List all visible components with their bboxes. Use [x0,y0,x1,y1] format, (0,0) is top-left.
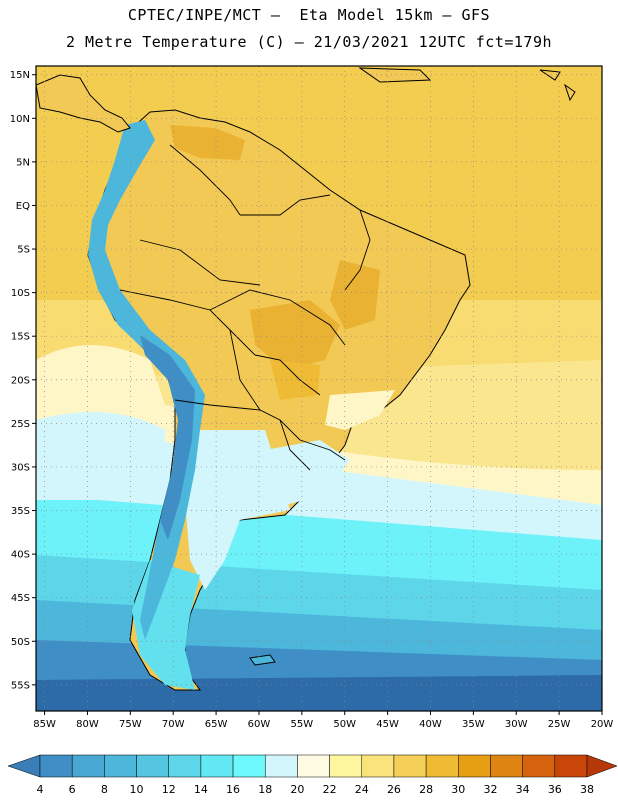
colorbar-label: 36 [548,783,562,796]
colorbar-label: 8 [101,783,108,796]
colorbar-swatch [71,754,105,778]
colorbar-label: 34 [516,783,530,796]
lat-tick-label: 5N [16,157,30,168]
lat-tick-label: 25S [11,419,30,430]
colorbar-label: 4 [37,783,44,796]
lon-tick-label: 50W [333,719,356,730]
lon-tick-label: 35W [462,719,485,730]
lat-tick-label: 10N [10,114,30,125]
hot-patch-brazil-east [330,260,380,330]
map-frame [35,65,603,712]
lon-tick-label: 55W [291,719,314,730]
colorbar-upper-arrow [586,754,618,778]
colorbar-label: 22 [323,783,337,796]
colorbar-label: 30 [451,783,465,796]
colorbar-label: 28 [419,783,433,796]
colorbar-swatch [554,754,588,778]
colorbar-swatch [232,754,266,778]
colorbar-label: 20 [290,783,304,796]
lat-tick-label: 15N [10,70,30,81]
lon-tick-label: 30W [505,719,528,730]
lat-tick-label: 30S [11,462,30,473]
colorbar-swatch [490,754,523,778]
latitude-axis: 15N 10N 5N EQ 5S 10S 15S 20S 25S 30S 35S 40S 45S 50S 5… [10,70,36,691]
colorbar-swatch [136,754,169,778]
lat-tick-label: 10S [11,288,30,299]
map-subtitle: 2 Metre Temperature (C) – 21/03/2021 12U… [65,33,553,51]
lon-tick-label: 75W [119,719,142,730]
cool-patch-southeast [325,390,395,430]
temperature-field [36,66,602,711]
colorbar-swatch [39,754,73,778]
cool-patch-pampas [185,430,290,590]
lat-tick-label: 50S [11,637,30,648]
colorbar-swatch [361,754,395,778]
lon-tick-label: 60W [248,719,271,730]
colorbar-swatch [168,754,202,778]
ocean-band-cold [36,675,602,711]
colorbar-swatch [393,754,427,778]
colorbar-label: 14 [194,783,208,796]
colorbar-lower-arrow [7,754,41,778]
land-caribbean-islands [358,67,576,102]
colorbar-label: 38 [580,783,594,796]
lon-tick-label: 45W [376,719,399,730]
colorbar-swatch [200,754,234,778]
lon-tick-label: 40W [419,719,442,730]
land-falklands [249,654,276,666]
colorbar-swatch [458,754,491,778]
lat-tick-label: 15S [11,332,30,343]
land-central-america [36,74,131,133]
colorbar-swatch [329,754,363,778]
lat-tick-label: EQ [16,201,30,212]
longitude-axis: 85W 80W 75W 70W 65W 60W 55W 50W 45W 40W 35W 30W 25W 2… [33,711,613,730]
colorbar-swatch [425,754,459,778]
lon-tick-label: 25W [548,719,571,730]
colorbar-swatch [264,754,298,778]
lon-tick-label: 20W [591,719,614,730]
lat-tick-label: 20S [11,375,30,386]
colorbar-swatch [297,754,330,778]
country-borders [119,144,371,471]
colorbar-label: 18 [258,783,272,796]
colorbar-label: 6 [69,783,76,796]
map-title: CPTEC/INPE/MCT – Eta Model 15km – GFS [127,6,491,24]
colorbar-label: 16 [226,783,240,796]
lat-tick-label: 45S [11,593,30,604]
lon-tick-label: 70W [162,719,185,730]
lon-tick-label: 65W [205,719,228,730]
hot-patch-venezuela [170,125,245,160]
colorbar-swatch [104,754,137,778]
colorbar-label: 10 [130,783,144,796]
pacific-pale-patch [36,412,165,500]
atlantic-warm-tongue [330,410,602,470]
colorbar: 4 6 8 10 12 14 16 18 20 22 24 26 28 30 32 34 36 38 [7,754,618,796]
colorbar-label: 12 [162,783,176,796]
colorbar-label: 24 [355,783,369,796]
colorbar-label: 32 [483,783,497,796]
andes-core [140,335,195,540]
lat-tick-label: 55S [11,680,30,691]
lon-tick-label: 85W [33,719,56,730]
lat-tick-label: 5S [17,245,30,256]
lon-tick-label: 80W [76,719,99,730]
colorbar-swatch [522,754,556,778]
colorbar-label: 26 [387,783,401,796]
lat-tick-label: 40S [11,550,30,561]
lat-tick-label: 35S [11,506,30,517]
hot-patch-paraguay [270,360,320,400]
